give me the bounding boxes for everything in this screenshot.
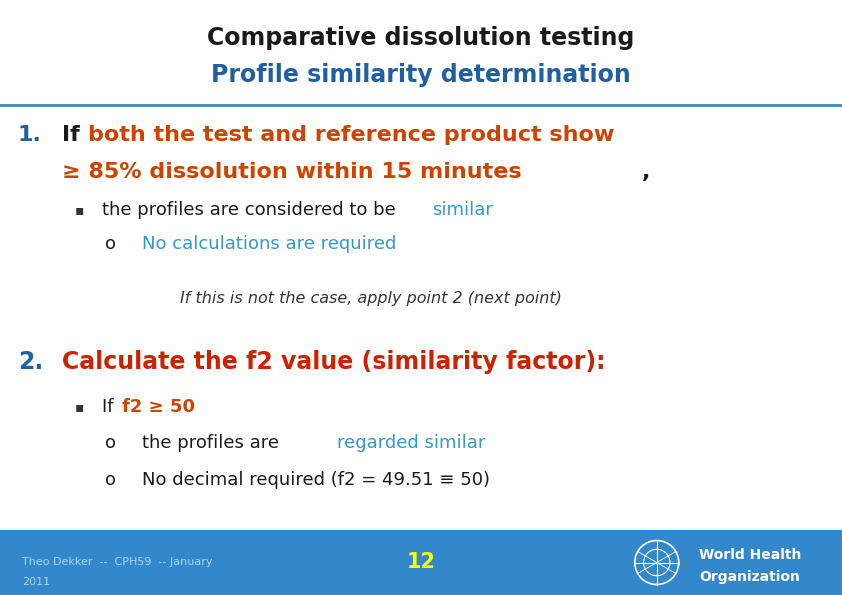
Text: If this is not the case, apply point 2 (next point): If this is not the case, apply point 2 (… xyxy=(179,290,562,305)
Text: Calculate the f2 value (similarity factor):: Calculate the f2 value (similarity facto… xyxy=(62,350,605,374)
Text: f2 ≥ 50: f2 ≥ 50 xyxy=(122,398,195,416)
Text: No calculations are required: No calculations are required xyxy=(142,235,397,253)
Text: No decimal required (f2 = 49.51 ≡ 50): No decimal required (f2 = 49.51 ≡ 50) xyxy=(142,471,490,489)
Text: If: If xyxy=(62,125,88,145)
Text: ,: , xyxy=(642,162,650,182)
Text: ▪: ▪ xyxy=(75,203,84,217)
Text: regarded similar: regarded similar xyxy=(337,434,485,452)
Text: 1.: 1. xyxy=(18,125,42,145)
Text: World Health: World Health xyxy=(699,548,802,562)
Text: the profiles are: the profiles are xyxy=(142,434,285,452)
Text: If: If xyxy=(102,398,120,416)
Text: 12: 12 xyxy=(407,553,435,572)
Text: similar: similar xyxy=(432,201,493,219)
Bar xyxy=(0,530,842,595)
Text: Comparative dissolution testing: Comparative dissolution testing xyxy=(207,26,635,50)
Text: 2011: 2011 xyxy=(22,577,51,587)
Text: o: o xyxy=(105,235,116,253)
Text: Theo Dekker  --  CPH59  -- January: Theo Dekker -- CPH59 -- January xyxy=(22,557,212,567)
Text: Organization: Organization xyxy=(699,570,800,584)
Text: ▪: ▪ xyxy=(75,400,84,414)
Text: o: o xyxy=(105,471,116,489)
Text: 2.: 2. xyxy=(18,350,43,374)
Text: both the test and reference product show: both the test and reference product show xyxy=(88,125,615,145)
Text: o: o xyxy=(105,434,116,452)
Text: Profile similarity determination: Profile similarity determination xyxy=(211,63,631,87)
Text: ≥ 85% dissolution within 15 minutes: ≥ 85% dissolution within 15 minutes xyxy=(62,162,522,182)
Text: the profiles are considered to be: the profiles are considered to be xyxy=(102,201,402,219)
